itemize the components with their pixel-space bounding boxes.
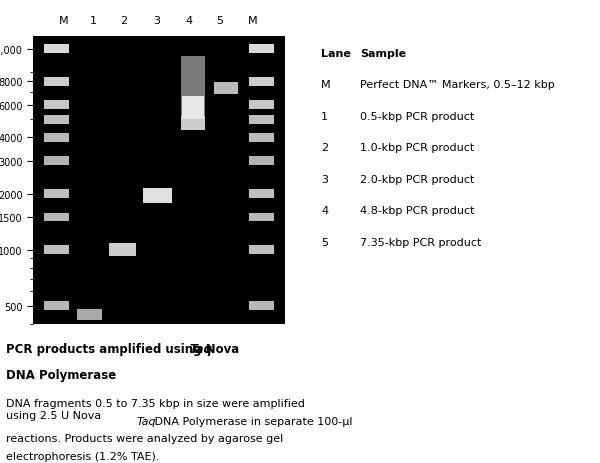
Text: 4.8-kbp PCR product: 4.8-kbp PCR product — [360, 206, 475, 216]
Text: 2: 2 — [321, 143, 328, 153]
Text: 7.35-kbp PCR product: 7.35-kbp PCR product — [360, 238, 481, 248]
Text: M: M — [58, 16, 68, 25]
Text: DNA Polymerase in separate 100-μl: DNA Polymerase in separate 100-μl — [151, 416, 353, 426]
Text: 0.5-kbp PCR product: 0.5-kbp PCR product — [360, 112, 474, 122]
Text: 4: 4 — [185, 16, 193, 25]
Text: M: M — [247, 16, 257, 25]
Text: reactions. Products were analyzed by agarose gel: reactions. Products were analyzed by aga… — [6, 433, 283, 444]
Text: Taq: Taq — [189, 343, 212, 356]
Text: 1: 1 — [90, 16, 97, 25]
Text: 1: 1 — [321, 112, 328, 122]
Text: M: M — [321, 80, 331, 90]
Text: Sample: Sample — [360, 49, 406, 59]
Text: Taq: Taq — [137, 416, 157, 426]
Text: 5: 5 — [321, 238, 328, 248]
Text: electrophoresis (1.2% TAE).: electrophoresis (1.2% TAE). — [6, 451, 160, 461]
Text: 5: 5 — [216, 16, 223, 25]
Text: Lane: Lane — [321, 49, 351, 59]
Text: 2: 2 — [120, 16, 127, 25]
Text: 1.0-kbp PCR product: 1.0-kbp PCR product — [360, 143, 474, 153]
Text: DNA fragments 0.5 to 7.35 kbp in size were amplified
using 2.5 U Nova: DNA fragments 0.5 to 7.35 kbp in size we… — [6, 398, 305, 420]
Text: DNA Polymerase: DNA Polymerase — [6, 368, 116, 381]
Text: 3: 3 — [321, 175, 328, 185]
Text: Perfect DNA™ Markers, 0.5–12 kbp: Perfect DNA™ Markers, 0.5–12 kbp — [360, 80, 555, 90]
Text: 2.0-kbp PCR product: 2.0-kbp PCR product — [360, 175, 475, 185]
Text: PCR products amplified using Nova: PCR products amplified using Nova — [6, 343, 239, 356]
Text: 3: 3 — [153, 16, 160, 25]
Text: 4: 4 — [321, 206, 328, 216]
